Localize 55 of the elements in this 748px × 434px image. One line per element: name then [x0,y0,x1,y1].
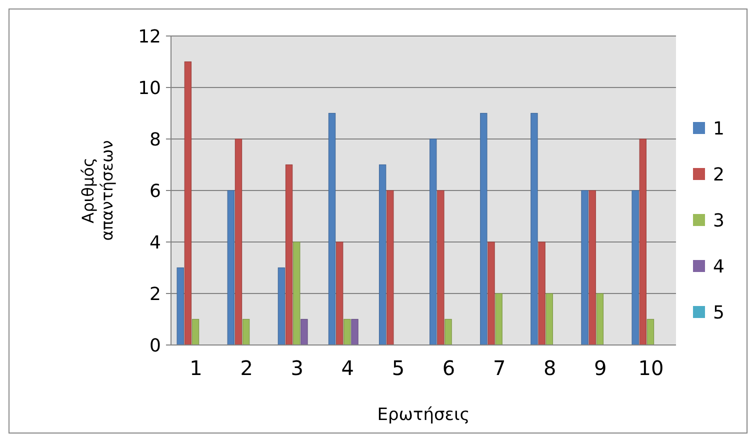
bar [378,164,386,346]
bar [386,190,394,346]
y-tick-label: 8 [150,129,161,150]
legend-label: 5 [713,302,724,324]
y-axis-title: Αριθμός απαντήσεων [78,140,117,241]
bar [581,190,588,346]
y-tick-label: 2 [150,284,161,305]
x-tick-label: 10 [638,356,664,380]
x-tick-label: 6 [442,356,456,380]
bar [351,318,358,346]
bar [293,242,300,346]
bar [285,164,293,346]
bar [632,190,639,346]
bar [192,318,200,346]
bar [480,112,488,346]
bar [538,242,546,346]
y-tick-label: 4 [150,232,161,254]
bar [488,242,495,346]
bar [596,293,604,346]
bar [344,318,351,346]
bar [242,318,250,346]
legend-label: 1 [713,118,724,140]
bar [444,318,452,346]
y-tick-label: 10 [138,78,161,99]
bar [234,138,242,346]
x-tick-label: 7 [492,356,506,380]
bar [437,190,444,346]
bar [588,190,596,346]
x-tick-label: 5 [392,356,405,380]
x-axis-title: Ερωτήσεις [377,405,470,425]
bar [530,112,538,346]
bar [546,293,553,346]
x-tick-label: 9 [594,356,607,380]
y-tick-label: 12 [138,26,161,48]
legend-label: 3 [713,210,724,232]
bar [336,242,344,346]
x-tick-label: 2 [240,356,253,380]
bar [646,318,654,346]
bar [328,112,336,346]
y-tick-label: 0 [150,335,161,356]
legend-label: 4 [713,256,724,278]
bar [278,267,286,346]
bar [176,267,184,346]
bar [227,190,234,346]
bar [495,293,502,346]
legend-label: 2 [713,164,724,186]
bar [639,138,646,346]
x-tick-label: 4 [341,356,354,380]
x-tick-label: 8 [544,356,556,380]
x-tick-label: 1 [190,356,202,380]
x-tick-label: 3 [290,356,304,380]
bar [300,318,308,346]
bar [184,61,192,346]
bar [430,138,437,346]
y-tick-label: 6 [150,180,161,202]
